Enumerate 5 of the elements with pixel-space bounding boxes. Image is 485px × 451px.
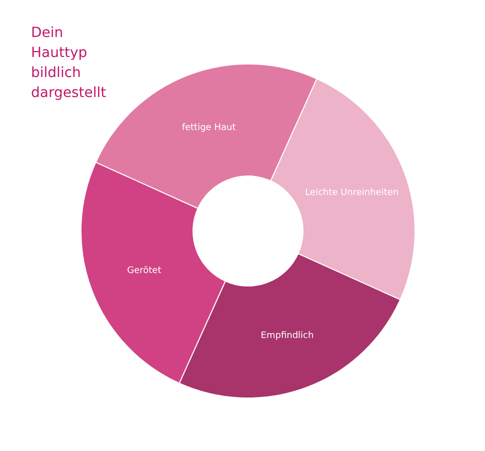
chart-title: Dein Hauttyp bildlich dargestellt [31, 25, 107, 101]
slice-label: Empfindlich [260, 330, 314, 341]
slice-label: Leichte Unreinheiten [305, 188, 399, 198]
slice-label: fettige Haut [182, 123, 236, 134]
slice-label: Gerötet [127, 266, 162, 276]
